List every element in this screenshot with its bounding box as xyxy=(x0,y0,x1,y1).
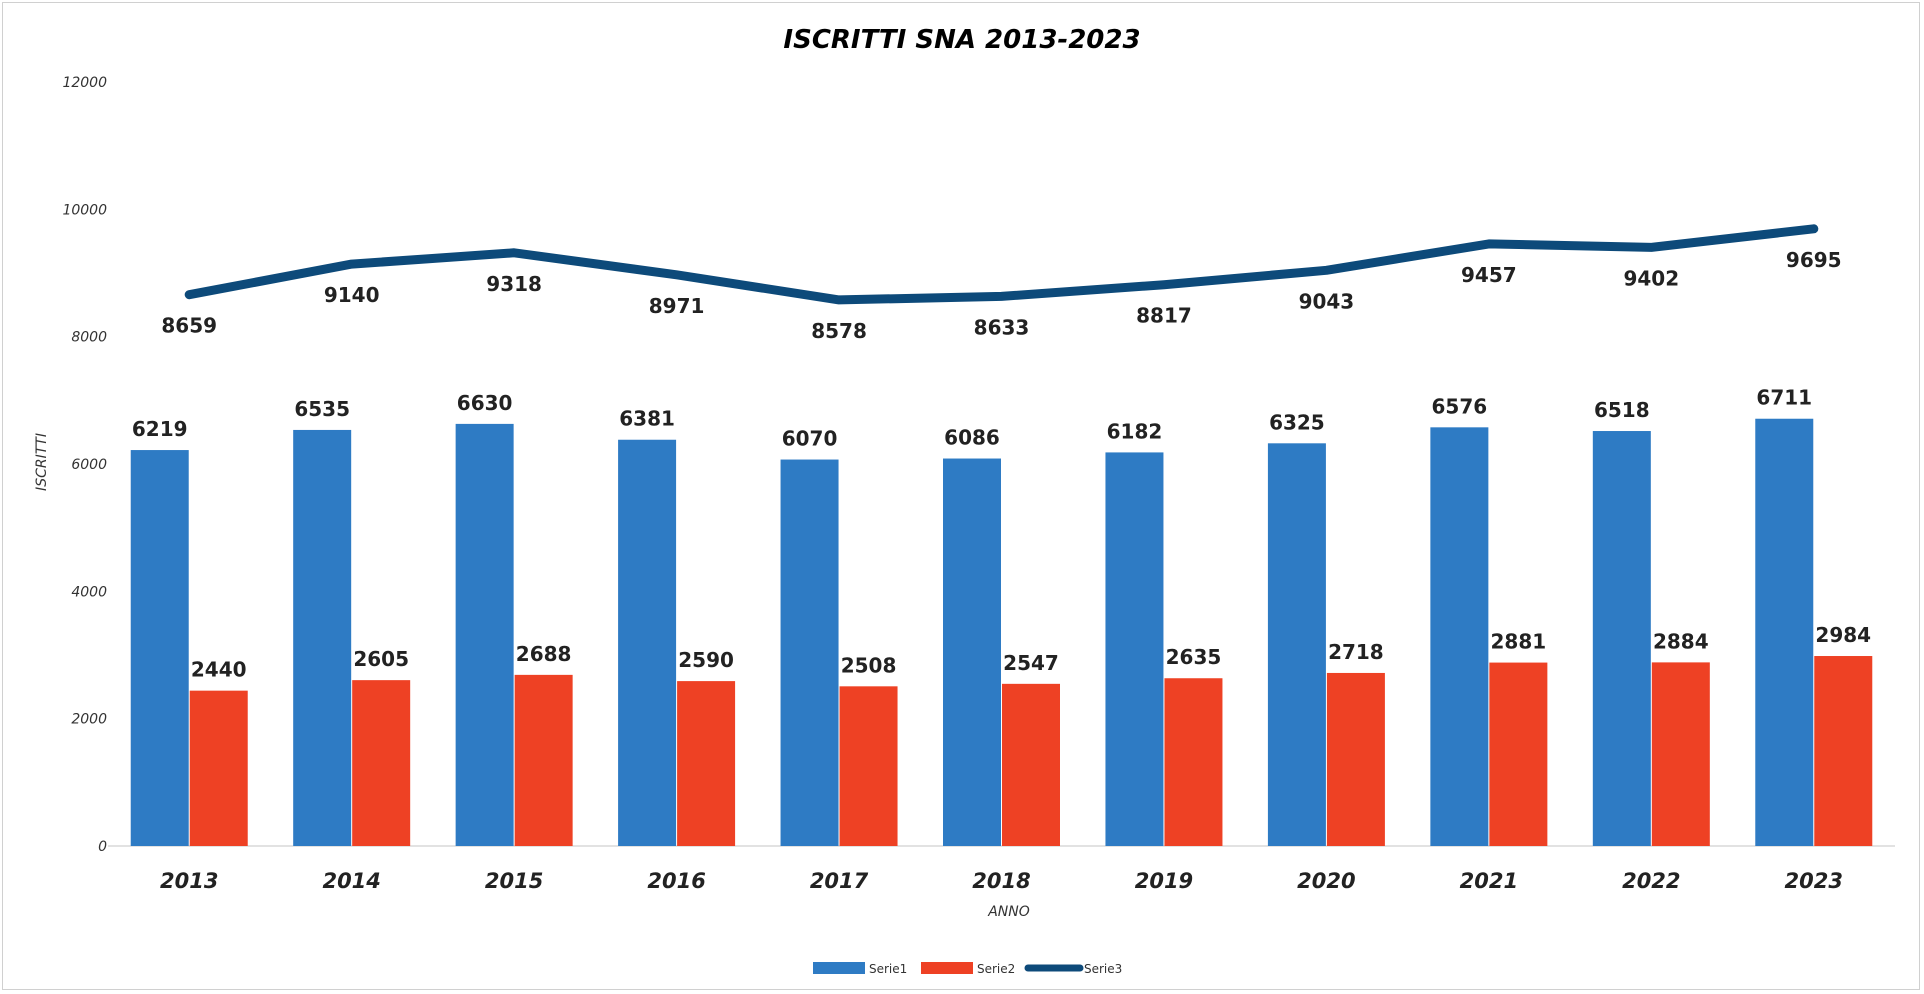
y-tick-label: 0 xyxy=(98,839,107,855)
chart-title: ISCRITTI SNA 2013-2023 xyxy=(783,25,1140,55)
y-tick-label: 8000 xyxy=(71,330,107,346)
x-tick-label: 2019 xyxy=(1135,869,1193,893)
data-label-serie2-2020: 2718 xyxy=(1328,640,1384,664)
legend: Serie1 Serie2 Serie3 xyxy=(813,962,1122,976)
legend-swatch-serie2 xyxy=(921,962,973,974)
line-series-group: 8659 9140 9318 8971 8578 8633 8817 9043 9457 9402… xyxy=(161,224,1842,343)
data-label-serie3-2017: 8578 xyxy=(811,319,867,343)
data-label-serie1-2016: 6381 xyxy=(619,407,675,431)
data-label-serie2-2017: 2508 xyxy=(841,653,897,677)
data-label-serie1-2015: 6630 xyxy=(457,391,513,415)
bar-serie2-2022 xyxy=(1651,662,1710,846)
bar-serie2-2018 xyxy=(1002,683,1060,846)
x-axis-title: ANNO xyxy=(987,904,1030,920)
x-tick-label: 2016 xyxy=(647,869,705,893)
x-tick-label: 2023 xyxy=(1785,869,1843,893)
data-label-serie1-2013: 6219 xyxy=(132,417,188,441)
legend-label-serie3: Serie3 xyxy=(1084,962,1122,976)
data-label-serie1-2021: 6576 xyxy=(1432,394,1488,418)
data-label-serie3-2021: 9457 xyxy=(1461,263,1517,287)
data-label-serie1-2023: 6711 xyxy=(1756,386,1812,410)
bar-serie1-2018 xyxy=(943,458,1001,846)
bar-serie1-2023 xyxy=(1755,418,1814,846)
bar-serie2-2015 xyxy=(514,674,573,846)
line-serie3 xyxy=(184,224,1819,305)
bar-serie1-2016 xyxy=(618,439,677,846)
data-label-serie3-2022: 9402 xyxy=(1623,266,1679,290)
data-label-serie2-2021: 2881 xyxy=(1491,630,1547,654)
data-label-serie1-2014: 6535 xyxy=(294,397,350,421)
data-label-serie1-2018: 6086 xyxy=(944,426,1000,450)
x-tick-label: 2017 xyxy=(810,869,869,893)
bar-serie2-2023 xyxy=(1814,656,1873,846)
data-label-serie1-2017: 6070 xyxy=(782,427,838,451)
y-tick-label: 12000 xyxy=(62,75,107,91)
bar-serie2-2016 xyxy=(677,681,736,846)
bar-serie1-2019 xyxy=(1105,452,1164,846)
data-label-serie2-2015: 2688 xyxy=(516,642,572,666)
bar-serie1-2022 xyxy=(1592,431,1651,846)
data-label-serie2-2019: 2635 xyxy=(1166,645,1222,669)
data-label-serie2-2014: 2605 xyxy=(353,647,409,671)
data-label-serie1-2020: 6325 xyxy=(1269,410,1325,434)
data-label-serie3-2015: 9318 xyxy=(486,272,542,296)
legend-label-serie1: Serie1 xyxy=(869,962,907,976)
data-label-serie2-2023: 2984 xyxy=(1815,623,1871,647)
x-tick-label: 2020 xyxy=(1297,869,1355,893)
bar-serie2-2021 xyxy=(1489,662,1548,846)
data-label-serie3-2014: 9140 xyxy=(324,283,380,307)
bars-group: 6219 2440 6535 2605 6630 2688 6381 2590 6070 2508… xyxy=(130,386,1873,846)
bar-serie1-2013 xyxy=(130,450,189,846)
y-tick-label: 10000 xyxy=(62,202,107,218)
data-label-serie2-2022: 2884 xyxy=(1653,629,1709,653)
chart-svg: ISCRITTI SNA 2013-2023 0 2000 4000 6000 8000… xyxy=(34,25,1895,976)
x-tick-label: 2013 xyxy=(160,869,218,893)
bar-serie2-2017 xyxy=(839,686,898,846)
data-label-serie1-2019: 6182 xyxy=(1107,419,1163,443)
data-label-serie2-2016: 2590 xyxy=(678,648,734,672)
bar-serie1-2015 xyxy=(455,423,514,846)
data-label-serie2-2013: 2440 xyxy=(191,658,247,682)
bar-serie2-2013 xyxy=(189,690,248,846)
bar-serie2-2019 xyxy=(1164,678,1223,846)
data-label-serie3-2020: 9043 xyxy=(1299,289,1355,313)
x-axis-ticks: 2013 2014 2015 2016 2017 2018 2019 2020 2021 2022… xyxy=(160,869,1843,893)
data-label-serie3-2023: 9695 xyxy=(1786,248,1842,272)
data-label-serie3-2013: 8659 xyxy=(161,314,217,338)
bar-serie1-2017 xyxy=(780,459,839,846)
bar-serie1-2020 xyxy=(1267,443,1326,846)
x-tick-label: 2015 xyxy=(485,869,543,893)
data-label-serie1-2022: 6518 xyxy=(1594,398,1650,422)
x-tick-label: 2014 xyxy=(322,869,380,893)
y-tick-label: 2000 xyxy=(71,712,107,728)
data-label-serie3-2016: 8971 xyxy=(649,294,705,318)
data-label-serie3-2019: 8817 xyxy=(1136,304,1192,328)
y-tick-label: 6000 xyxy=(71,457,107,473)
data-label-serie3-2018: 8633 xyxy=(974,315,1030,339)
bar-serie2-2020 xyxy=(1326,672,1385,846)
y-axis-ticks: 0 2000 4000 6000 8000 10000 12000 xyxy=(62,75,107,855)
legend-label-serie2: Serie2 xyxy=(977,962,1015,976)
x-tick-label: 2021 xyxy=(1460,869,1518,893)
data-label-serie2-2018: 2547 xyxy=(1003,651,1059,675)
bar-serie1-2014 xyxy=(293,429,352,846)
bar-serie2-2014 xyxy=(352,680,411,846)
y-tick-label: 4000 xyxy=(71,584,107,600)
x-tick-label: 2018 xyxy=(972,869,1030,893)
legend-swatch-serie1 xyxy=(813,962,865,974)
bar-serie1-2021 xyxy=(1430,427,1489,846)
x-tick-label: 2022 xyxy=(1622,869,1680,893)
y-axis-title: ISCRITTI xyxy=(34,433,50,491)
